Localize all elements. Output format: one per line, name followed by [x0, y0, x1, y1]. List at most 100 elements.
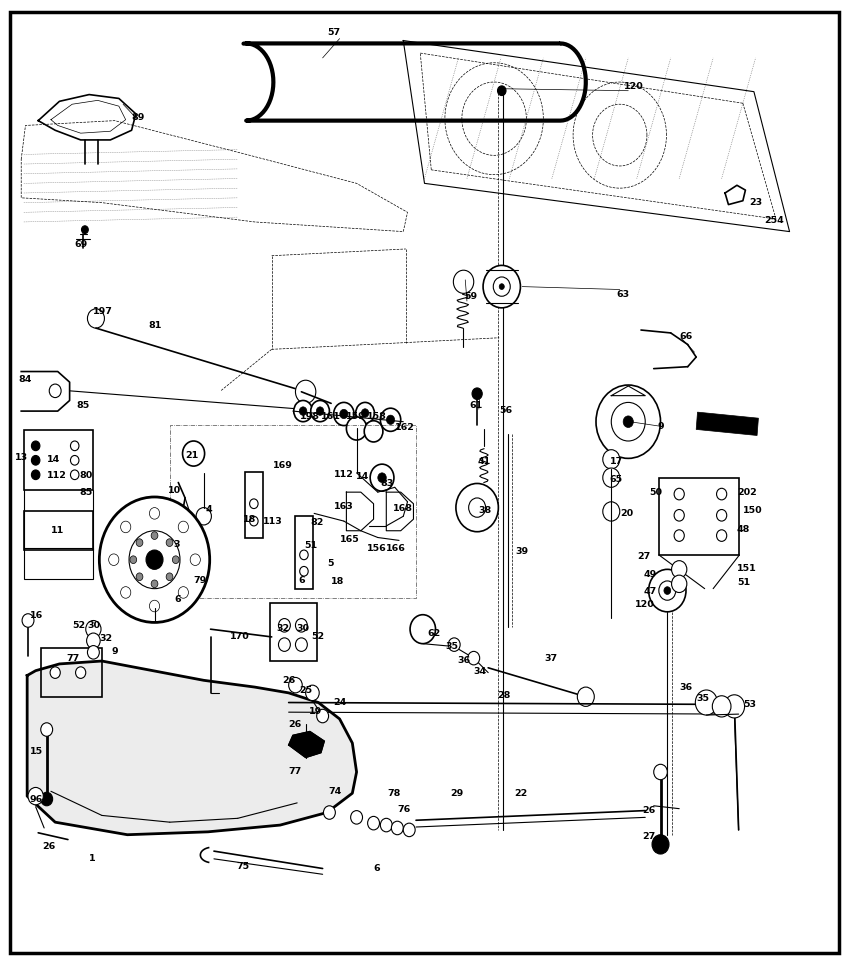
Circle shape	[87, 633, 100, 648]
Text: 49: 49	[644, 569, 657, 579]
Circle shape	[386, 415, 395, 425]
Text: 120: 120	[635, 599, 655, 609]
Circle shape	[596, 385, 661, 458]
Circle shape	[28, 787, 43, 805]
Circle shape	[317, 709, 329, 723]
Text: 77: 77	[66, 653, 80, 663]
Circle shape	[499, 284, 504, 290]
Text: 6: 6	[374, 864, 380, 873]
Circle shape	[356, 402, 374, 424]
Text: 55: 55	[730, 425, 743, 434]
Circle shape	[717, 488, 727, 500]
Text: 84: 84	[19, 374, 32, 384]
Circle shape	[70, 441, 79, 451]
Circle shape	[493, 277, 510, 296]
Text: 166: 166	[385, 543, 405, 553]
Text: 69: 69	[75, 239, 88, 249]
Text: 13: 13	[15, 453, 28, 462]
Circle shape	[149, 600, 160, 612]
Circle shape	[121, 521, 131, 533]
Text: 4: 4	[205, 505, 212, 514]
Circle shape	[323, 806, 335, 819]
Circle shape	[717, 530, 727, 541]
Text: 254: 254	[764, 215, 784, 225]
Text: 48: 48	[737, 525, 751, 535]
Circle shape	[70, 470, 79, 480]
Circle shape	[146, 550, 163, 569]
Text: 162: 162	[395, 423, 414, 432]
Circle shape	[603, 502, 620, 521]
Circle shape	[196, 508, 211, 525]
Circle shape	[121, 587, 131, 598]
Polygon shape	[289, 731, 324, 758]
Text: 76: 76	[397, 805, 411, 814]
Circle shape	[149, 508, 160, 519]
Bar	[270, 603, 317, 661]
Circle shape	[294, 400, 312, 422]
Circle shape	[306, 685, 319, 701]
Circle shape	[674, 530, 684, 541]
Text: 36: 36	[679, 682, 692, 692]
Text: 80: 80	[79, 471, 93, 481]
Text: 170: 170	[230, 632, 250, 642]
Circle shape	[649, 569, 686, 612]
Circle shape	[695, 690, 717, 715]
Circle shape	[674, 488, 684, 500]
Circle shape	[70, 455, 79, 465]
Text: 96: 96	[30, 795, 43, 805]
Text: 15: 15	[30, 747, 42, 757]
Circle shape	[295, 619, 307, 632]
Text: 158: 158	[367, 412, 386, 422]
Text: 198: 198	[300, 412, 320, 422]
Circle shape	[378, 473, 386, 482]
Text: 26: 26	[282, 676, 295, 685]
Circle shape	[346, 417, 367, 440]
Text: 50: 50	[649, 487, 662, 497]
Circle shape	[99, 497, 210, 622]
Text: 27: 27	[642, 832, 655, 841]
Circle shape	[351, 811, 363, 824]
Circle shape	[41, 792, 53, 806]
Text: 83: 83	[380, 479, 394, 488]
Circle shape	[190, 554, 200, 565]
Circle shape	[603, 450, 620, 469]
Text: 56: 56	[499, 405, 512, 415]
Bar	[245, 472, 263, 538]
Bar	[696, 412, 758, 435]
Polygon shape	[27, 661, 357, 835]
Circle shape	[380, 408, 401, 431]
Text: 28: 28	[498, 691, 511, 701]
Text: 36: 36	[458, 655, 470, 665]
Circle shape	[166, 573, 173, 581]
Circle shape	[178, 521, 188, 533]
Circle shape	[380, 818, 392, 832]
Circle shape	[672, 575, 687, 593]
Text: 77: 77	[289, 767, 302, 777]
Circle shape	[654, 764, 667, 780]
Circle shape	[86, 620, 101, 638]
Text: 1: 1	[89, 854, 96, 864]
Circle shape	[724, 695, 745, 718]
Text: 25: 25	[299, 686, 312, 696]
Circle shape	[603, 468, 620, 487]
Text: 53: 53	[744, 700, 756, 709]
Circle shape	[340, 409, 348, 419]
Circle shape	[295, 380, 316, 403]
Circle shape	[334, 402, 354, 426]
Circle shape	[136, 538, 143, 546]
Text: 89: 89	[132, 113, 145, 123]
Circle shape	[31, 470, 40, 480]
Text: 82: 82	[310, 517, 323, 527]
Text: 169: 169	[273, 460, 293, 470]
Text: 168: 168	[393, 504, 413, 513]
Text: 120: 120	[624, 82, 644, 92]
Text: 47: 47	[644, 587, 657, 596]
Text: 32: 32	[276, 623, 289, 633]
Text: 52: 52	[312, 632, 324, 642]
Text: 20: 20	[620, 509, 633, 518]
Text: 79: 79	[194, 576, 207, 586]
Circle shape	[469, 498, 486, 517]
Text: 26: 26	[289, 720, 302, 730]
Circle shape	[49, 384, 61, 398]
Text: 14: 14	[356, 472, 369, 482]
